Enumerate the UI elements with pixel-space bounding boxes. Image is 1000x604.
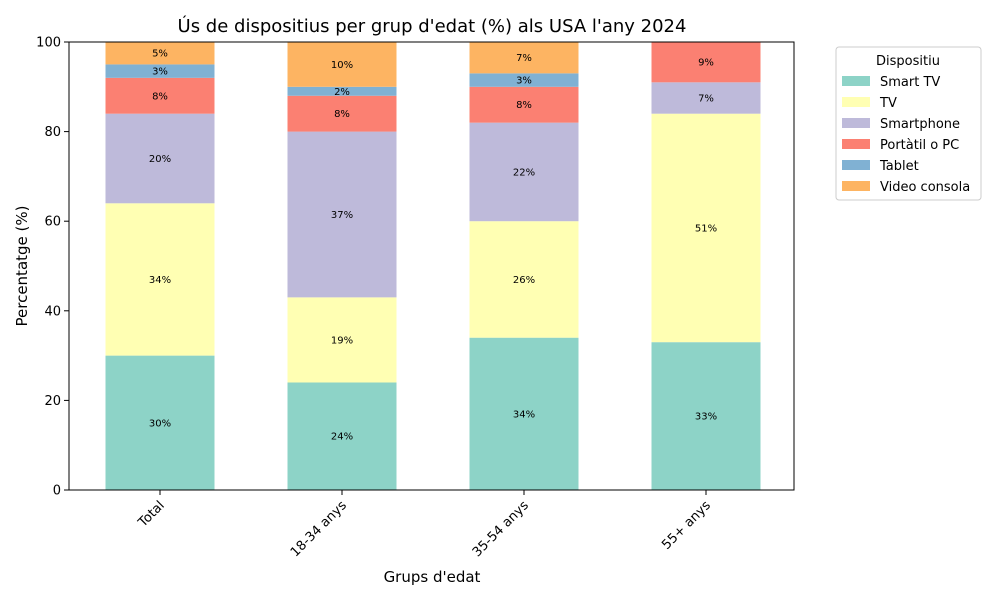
bar-data-label: 37%: [331, 210, 353, 221]
bar-data-label: 22%: [513, 167, 535, 178]
y-tick-label: 100: [36, 36, 61, 51]
legend-label: Tablet: [879, 159, 919, 174]
bar-data-label: 34%: [149, 275, 171, 286]
bar-segment: [469, 221, 579, 338]
legend-label: Smart TV: [880, 75, 940, 90]
legend-swatch: [842, 139, 870, 149]
bar-segment: [469, 122, 579, 222]
plot-frame: [68, 41, 795, 491]
bar-data-label: 8%: [334, 109, 350, 120]
legend-swatch: [842, 76, 870, 86]
bar-data-label: 24%: [331, 432, 353, 443]
legend-label: Video consola: [880, 180, 970, 195]
bar-segment: [105, 203, 215, 356]
bar-data-label: 10%: [331, 60, 353, 71]
bar-data-label: 26%: [513, 275, 535, 286]
legend: Dispositiu Smart TV TV Smartphone Portàtil …: [835, 46, 982, 201]
bar-data-label: 8%: [152, 91, 168, 102]
bar-data-label: 3%: [152, 67, 168, 78]
bar-data-label: 20%: [149, 154, 171, 165]
x-tick-label: 18-34 anys: [288, 498, 350, 560]
bar-segment: [105, 113, 215, 204]
bar-segment: [651, 82, 761, 114]
legend-frame: [835, 46, 982, 201]
bar-segment: [105, 355, 215, 490]
legend-label: TV: [879, 96, 897, 111]
bar-data-label: 51%: [695, 223, 717, 234]
legend-swatch: [842, 181, 870, 191]
bar-data-label: 3%: [516, 76, 532, 87]
bar-data-label: 7%: [516, 53, 532, 64]
y-tick-label: 0: [53, 484, 61, 499]
legend-title: Dispositiu: [876, 54, 940, 69]
legend-swatch: [842, 160, 870, 170]
bar-data-label: 8%: [516, 100, 532, 111]
bar-segment: [651, 42, 761, 83]
bar-segment: [105, 77, 215, 114]
legend-label: Portàtil o PC: [880, 138, 959, 153]
y-tick-label: 60: [44, 215, 61, 230]
legend-swatch: [842, 97, 870, 107]
y-tick-label: 20: [44, 394, 61, 409]
bar-data-label: 2%: [334, 87, 350, 98]
bar-data-label: 7%: [698, 94, 714, 105]
legend-swatch: [842, 118, 870, 128]
bar-segment: [469, 73, 579, 87]
bar-segment: [469, 86, 579, 123]
x-tick-label: 35-54 anys: [470, 498, 532, 560]
bar-segment: [469, 42, 579, 74]
bar-segment: [287, 297, 397, 383]
x-axis-label: Grups d'edat: [384, 568, 481, 586]
bar-segment: [651, 342, 761, 490]
y-tick-label: 40: [44, 304, 61, 319]
bar-segment: [105, 64, 215, 78]
bar-segment: [287, 42, 397, 87]
bar-segment: [105, 42, 215, 65]
y-tick-label: 80: [44, 125, 61, 140]
x-tick-label: Total: [135, 498, 168, 531]
bar-segment: [287, 131, 397, 298]
y-axis-label: Percentatge (%): [13, 206, 31, 327]
bar-segment: [287, 382, 397, 490]
bar-data-label: 33%: [695, 412, 717, 423]
bar-data-label: 9%: [698, 58, 714, 69]
bar-segment: [651, 113, 761, 343]
bar-segment: [469, 337, 579, 490]
bar-data-label: 19%: [331, 335, 353, 346]
x-tick-label: 55+ anys: [659, 498, 714, 553]
legend-label: Smartphone: [880, 117, 960, 132]
bar-data-label: 5%: [152, 49, 168, 60]
bar-data-label: 30%: [149, 418, 171, 429]
bars-layer: 30% 34% 20% 8% 3% 5% 24% 19% 37% 8% 2% 10% 34% 26% 22%…: [105, 42, 761, 490]
bar-data-label: 34%: [513, 409, 535, 420]
bar-segment: [287, 86, 397, 96]
bar-segment: [287, 95, 397, 132]
legend-items: Smart TV TV Smartphone Portàtil o PC Tablet V…: [842, 75, 970, 195]
chart-title: Ús de dispositius per grup d'edat (%) al…: [178, 15, 687, 37]
